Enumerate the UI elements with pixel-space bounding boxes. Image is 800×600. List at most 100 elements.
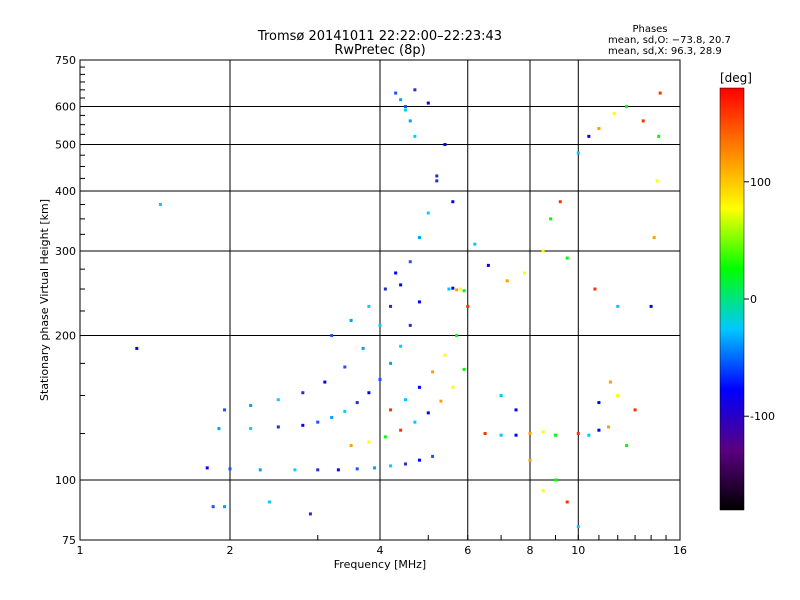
data-point: [553, 433, 557, 437]
data-point: [451, 286, 455, 290]
data-point: [462, 289, 466, 293]
colorbar-tick-label: 100: [750, 176, 771, 189]
data-point: [408, 119, 412, 123]
data-point: [505, 279, 509, 283]
data-point: [394, 91, 398, 95]
y-tick-label: 75: [62, 534, 76, 547]
data-point: [378, 377, 382, 381]
data-point: [541, 489, 545, 493]
data-point: [330, 415, 334, 419]
x-axis-ticks: 1 2 4 6 8 10 16: [77, 535, 687, 557]
data-point: [403, 108, 407, 112]
data-point: [135, 346, 139, 350]
y-axis-ticks: 75 100 200 300 400 500 600 750: [55, 54, 85, 547]
data-point: [389, 304, 393, 308]
data-point: [258, 468, 262, 472]
data-point: [443, 353, 447, 357]
data-point: [367, 391, 371, 395]
data-point: [383, 435, 387, 439]
data-point: [576, 525, 580, 529]
data-point: [431, 370, 435, 374]
data-point: [462, 367, 466, 371]
data-point: [455, 334, 459, 338]
data-point: [408, 260, 412, 264]
data-point: [641, 119, 645, 123]
data-point: [336, 468, 340, 472]
data-point: [473, 242, 477, 246]
data-point: [597, 401, 601, 405]
y-tick-label: 300: [55, 245, 76, 258]
data-point: [383, 287, 387, 291]
data-point: [439, 399, 443, 403]
data-point: [553, 478, 557, 482]
stats-x: mean, sd,X: 96.3, 28.9: [608, 46, 722, 57]
x-tick-label: 2: [227, 544, 234, 557]
data-point: [408, 323, 412, 327]
data-point: [658, 91, 662, 95]
data-point: [389, 464, 393, 468]
data-point: [399, 344, 403, 348]
chart-title: Tromsø 20141011 22:22:00–22:23:43: [257, 29, 502, 44]
data-point: [293, 468, 297, 472]
colorbar-strip: [719, 87, 745, 511]
data-point: [565, 500, 569, 504]
data-point: [541, 430, 545, 434]
data-point: [355, 467, 359, 471]
data-point: [435, 179, 439, 183]
data-point: [565, 256, 569, 260]
y-tick-label: 600: [55, 101, 76, 114]
data-point: [399, 283, 403, 287]
x-tick-label: 6: [464, 544, 471, 557]
data-point: [316, 420, 320, 424]
colorbar-label: [deg]: [720, 71, 752, 85]
data-point: [316, 468, 320, 472]
data-point: [361, 346, 365, 350]
data-point: [608, 380, 612, 384]
data-point: [349, 444, 353, 448]
data-point: [451, 385, 455, 389]
data-point: [389, 361, 393, 365]
data-point: [443, 143, 447, 147]
data-point: [373, 466, 377, 470]
data-point: [330, 334, 334, 338]
data-point: [587, 433, 591, 437]
data-point: [593, 287, 597, 291]
data-point: [158, 202, 162, 206]
data-point: [483, 432, 487, 436]
data-point: [607, 425, 611, 429]
data-point: [514, 408, 518, 412]
data-point: [426, 101, 430, 105]
data-point: [349, 318, 353, 322]
data-point: [549, 217, 553, 221]
data-point: [211, 505, 215, 509]
data-point: [343, 409, 347, 413]
data-point: [249, 403, 253, 407]
data-point: [323, 380, 327, 384]
data-point: [612, 112, 616, 116]
data-point: [417, 385, 421, 389]
data-point: [413, 134, 417, 138]
data-point: [528, 458, 532, 462]
data-point: [249, 427, 253, 431]
data-point: [267, 500, 271, 504]
data-point: [413, 420, 417, 424]
data-point: [343, 365, 347, 369]
data-point: [466, 304, 470, 308]
colorbar: [deg] -100 0 100: [719, 71, 775, 511]
data-point: [657, 134, 661, 138]
data-point: [217, 427, 221, 431]
x-tick-label: 16: [673, 544, 687, 557]
data-points: [135, 88, 662, 529]
y-tick-label: 200: [55, 330, 76, 343]
stats-heading: Phases: [632, 24, 667, 35]
data-point: [458, 287, 462, 291]
data-point: [435, 174, 439, 178]
data-point: [597, 428, 601, 432]
data-point: [367, 304, 371, 308]
data-point: [426, 411, 430, 415]
data-point: [417, 236, 421, 240]
data-point: [403, 398, 407, 402]
x-tick-label: 10: [571, 544, 585, 557]
data-point: [389, 408, 393, 412]
data-point: [417, 300, 421, 304]
